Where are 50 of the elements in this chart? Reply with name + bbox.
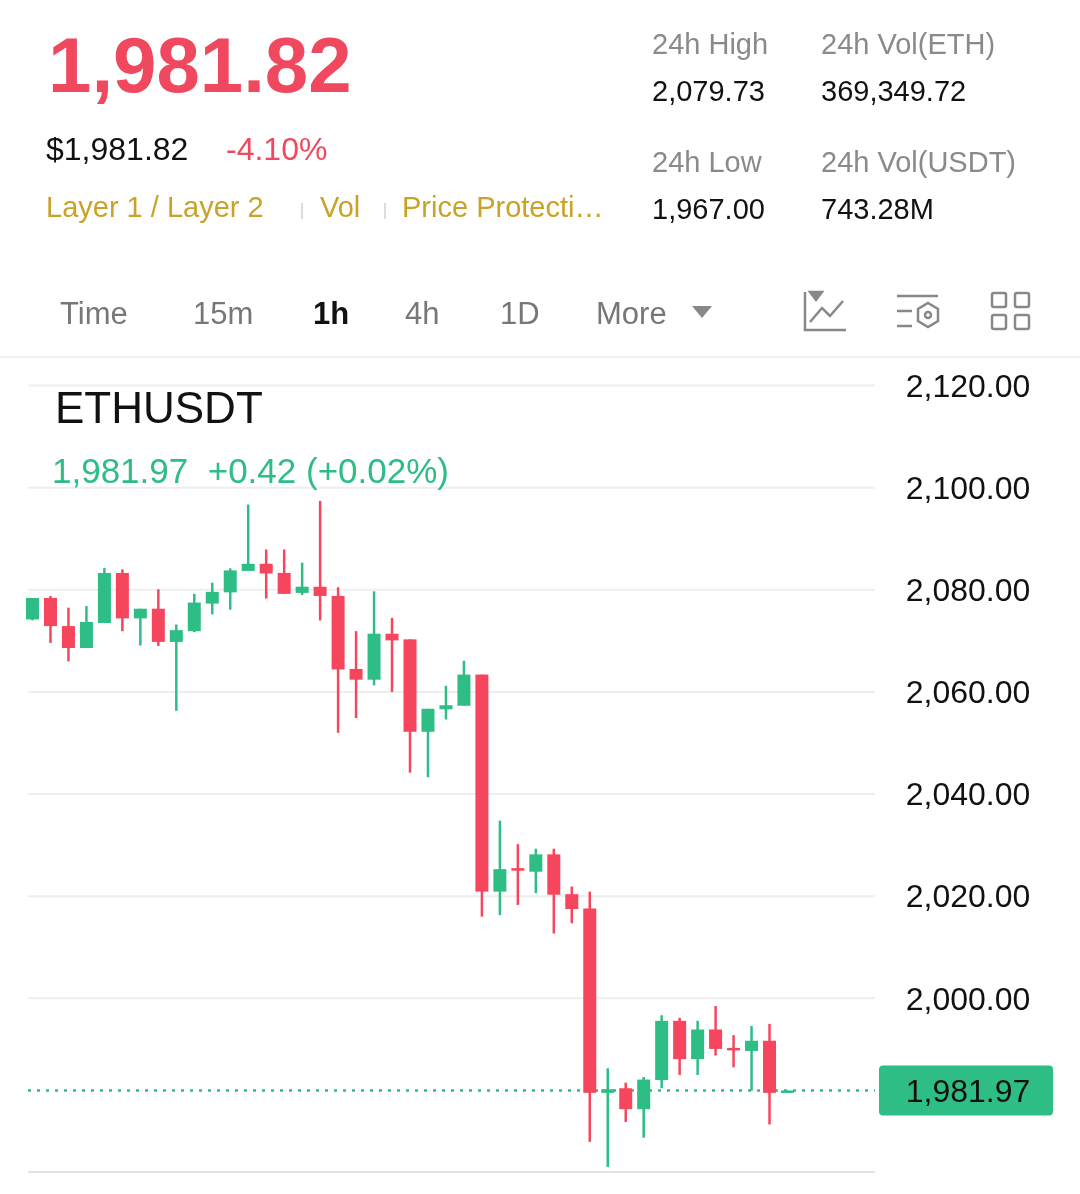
text: ETHUSDT: [55, 383, 263, 432]
candlestick: [295, 561, 309, 597]
candlestick: [385, 616, 399, 694]
candlestick: [511, 842, 525, 907]
text: 4h: [405, 296, 440, 331]
candlestick: [529, 847, 543, 895]
candlestick: [205, 581, 219, 616]
text: 1,981.97 +0.42 (+0.02%): [52, 451, 449, 490]
candlestick: [619, 1081, 633, 1124]
candlestick: [565, 885, 579, 925]
candlestick: [61, 606, 75, 663]
y-tick-label: 2,100.00: [905, 469, 1031, 506]
text: 743.28M: [821, 193, 934, 225]
y-tick-label: 2,020.00: [905, 878, 1031, 915]
text: 24h Vol(ETH): [821, 28, 996, 60]
text: 1,967.00: [652, 193, 765, 225]
candlestick: [223, 567, 237, 611]
candlestick: [439, 684, 453, 721]
text: 369,349.72: [821, 75, 967, 107]
text: 15m: [193, 296, 254, 331]
y-tick-label: 2,080.00: [905, 572, 1031, 609]
y-tick-label: 2,040.00: [905, 776, 1031, 813]
text: Layer 1 / Layer 2: [46, 191, 264, 223]
candlestick: [709, 1004, 723, 1057]
candlestick: [259, 548, 273, 600]
text: 2,079.73: [652, 75, 765, 107]
candlestick: [277, 548, 291, 596]
text: 1h: [313, 296, 350, 331]
candlestick: [241, 503, 255, 573]
text: 24h Vol(USDT): [821, 146, 1017, 178]
text: Time: [60, 296, 128, 331]
text: Price Protecti…: [402, 191, 604, 223]
text: 24h High: [652, 28, 769, 60]
candlestick: [421, 707, 435, 779]
text: -4.10%: [226, 131, 328, 167]
y-tick-label: 2,000.00: [905, 980, 1031, 1017]
text: More: [596, 296, 667, 331]
candlestick: [493, 819, 507, 917]
candlestick: [169, 623, 183, 713]
text: $1,981.82: [46, 131, 189, 167]
candlestick: [349, 629, 363, 720]
ref-line-label: 1,981.97: [905, 1072, 1031, 1109]
text: 1,981.82: [48, 21, 352, 109]
text: 24h Low: [652, 146, 763, 178]
y-tick-label: 2,120.00: [905, 367, 1031, 404]
text: Vol: [320, 191, 361, 223]
candlestick: [313, 499, 327, 622]
y-tick-label: 2,060.00: [905, 674, 1031, 711]
text: 1D: [500, 296, 540, 331]
candlestick: [133, 607, 147, 647]
